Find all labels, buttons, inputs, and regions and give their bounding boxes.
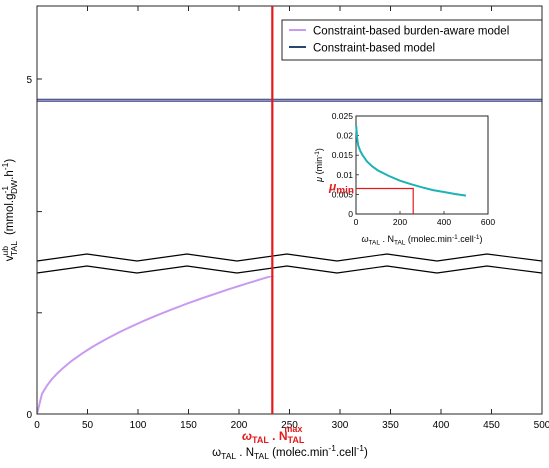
x-tick-label: 100 (130, 420, 147, 431)
x-tick-label: 300 (332, 420, 349, 431)
x-tick-label: 400 (433, 420, 450, 431)
inset-x-tick-label: 200 (393, 217, 407, 227)
inset-x-tick-label: 600 (481, 217, 495, 227)
reference-line-label: ωTAL . NTALmax (242, 424, 305, 445)
inset-y-tick-label: 0.015 (332, 150, 354, 160)
inset-growth-rate-curve (355, 125, 467, 197)
inset-y-tick-label: 0.025 (332, 111, 354, 121)
inset-mu-min-label: μmin (328, 180, 354, 197)
inset-x-tick-label: 0 (354, 217, 359, 227)
axis-break-gap (37, 254, 542, 273)
legend-box (281, 19, 543, 61)
x-tick-label: 500 (534, 420, 549, 431)
x-tick-label: 200 (231, 420, 248, 431)
inset-y-tick-label: 0.02 (336, 131, 353, 141)
inset-y-tick-label: 0.01 (336, 170, 353, 180)
inset-y-axis-label: μ (min-1) (314, 148, 324, 183)
inset-x-tick-label: 400 (437, 217, 451, 227)
series-line-burden-aware (37, 276, 276, 414)
y-axis-label: vubTAL(mmol.g-1DW.h-1) (0, 159, 19, 262)
y-tick-label: 0 (26, 410, 32, 421)
y-tick-label: 5 (26, 75, 32, 86)
legend: Constraint-based burden-aware model Cons… (281, 19, 543, 61)
inset-frame (355, 115, 489, 215)
inset-y-tick-label: 0 (348, 209, 353, 219)
inset-mu-min-guide (356, 187, 414, 214)
x-tick-label: 0 (34, 420, 40, 431)
inset-x-axis-label: ωTAL . NTAL (molec.min-1.cell-1) (361, 234, 482, 247)
inset-y-tick-label: 0.005 (332, 189, 354, 199)
axis-break-bottom-line (36, 265, 543, 274)
x-tick-label: 350 (382, 420, 399, 431)
legend-label-constraint-based: Constraint-based model (313, 43, 435, 55)
legend-label-burden-aware: Constraint-based burden-aware model (313, 26, 509, 38)
axis-break-top-line (36, 253, 543, 262)
x-tick-label: 250 (281, 420, 298, 431)
x-tick-label: 150 (180, 420, 197, 431)
x-axis-label: ωTAL . NTAL (molec.min-1.cell-1) (212, 443, 368, 461)
x-tick-label: 450 (483, 420, 500, 431)
x-tick-label: 50 (82, 420, 94, 431)
